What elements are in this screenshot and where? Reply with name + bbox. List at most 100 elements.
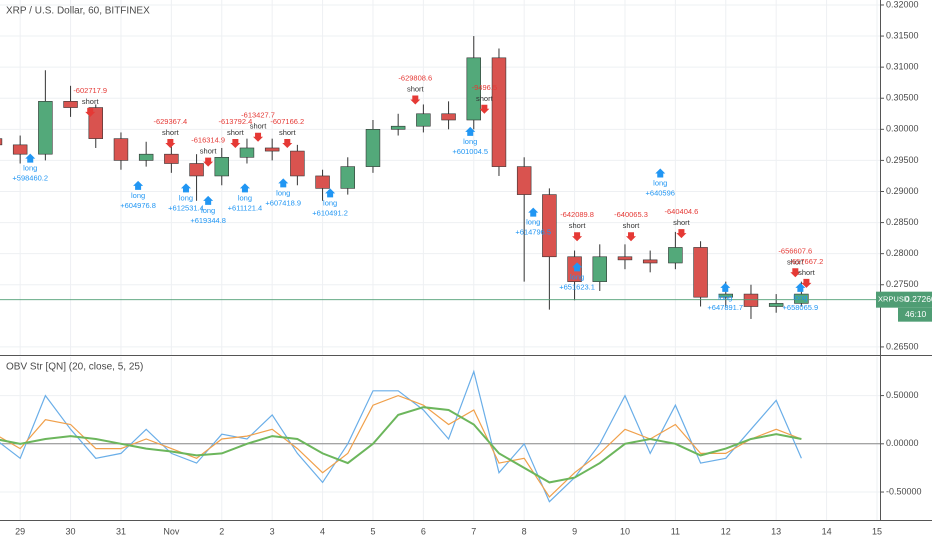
y-tick-label: 0.00000 xyxy=(886,438,919,448)
signal-value: -640065.3 xyxy=(614,210,648,219)
x-tick-label: 15 xyxy=(872,526,882,536)
signal-arrow xyxy=(626,232,637,242)
y-tick-label: 0.29000 xyxy=(886,186,919,196)
x-tick-label: 2 xyxy=(219,526,224,536)
signal-side: short xyxy=(227,128,245,137)
x-tick-label: 30 xyxy=(66,526,76,536)
y-tick-label: 0.30000 xyxy=(886,124,919,134)
candle-body xyxy=(88,107,103,139)
signal-side: short xyxy=(623,221,641,230)
signal-side: short xyxy=(162,128,180,137)
candle-body xyxy=(315,175,330,189)
signal-value: -629808.6 xyxy=(398,73,432,82)
signal-arrow xyxy=(528,207,539,217)
signal-value: +647891.7 xyxy=(707,303,743,312)
candle-body xyxy=(340,166,355,189)
signal-arrow xyxy=(165,138,176,148)
signal-arrow xyxy=(479,104,490,114)
signal-side: short xyxy=(82,97,100,106)
countdown: 46:10 xyxy=(905,309,927,319)
x-tick-label: 31 xyxy=(116,526,126,536)
signal-value: -613427.7 xyxy=(241,111,275,120)
signal-arrow xyxy=(282,138,293,148)
candle-body xyxy=(768,303,784,307)
signal-value: -9496.5 xyxy=(472,83,497,92)
signal-side: long xyxy=(238,193,252,202)
signal-value: +604976.8 xyxy=(120,201,156,210)
candle-body xyxy=(63,101,78,108)
signal-side: long xyxy=(201,206,215,215)
candle-body xyxy=(365,129,381,167)
candle-body xyxy=(592,256,608,282)
last-price-box xyxy=(876,291,932,308)
y-tick-label: 0.31500 xyxy=(886,30,919,40)
x-tick-label: 3 xyxy=(270,526,275,536)
last-price-label: 0.27260 xyxy=(905,294,932,304)
signal-arrow xyxy=(795,282,806,292)
candle-body xyxy=(390,125,406,130)
candle-body xyxy=(718,293,734,298)
signal-side: long xyxy=(463,137,477,146)
signal-side: long xyxy=(653,178,667,187)
signal-value: +612531.4 xyxy=(168,203,204,212)
candle-body xyxy=(113,138,129,161)
signal-side: short xyxy=(200,147,218,156)
y-tick-label: 0.32000 xyxy=(886,0,919,9)
candle-body xyxy=(189,163,204,177)
candle-body xyxy=(12,144,28,155)
signal-arrow xyxy=(572,262,583,272)
signal-side: short xyxy=(279,128,297,137)
x-tick-label: 11 xyxy=(671,526,680,536)
signal-value: +610491.2 xyxy=(312,208,348,217)
signal-value: +658065.9 xyxy=(783,303,819,312)
x-tick-label: 14 xyxy=(822,526,832,536)
y-tick-label: 0.30500 xyxy=(886,93,919,103)
candle-body xyxy=(794,293,809,304)
indicator-title: OBV Str [QN] (20, close, 5, 25) xyxy=(6,362,143,373)
signal-value: -602717.9 xyxy=(73,86,107,95)
y-tick-label: 0.27500 xyxy=(886,279,919,289)
signal-side: short xyxy=(787,257,805,266)
candle-body xyxy=(617,256,633,261)
signal-arrow xyxy=(801,278,812,288)
signal-value: +598460.2 xyxy=(12,174,48,183)
candle-body xyxy=(491,57,507,167)
signal-side: long xyxy=(179,193,193,202)
signal-side: long xyxy=(131,191,145,200)
candle-body xyxy=(239,147,255,158)
signal-value: +611121.4 xyxy=(228,203,263,212)
x-tick-label: 5 xyxy=(370,526,375,536)
candle-body xyxy=(516,166,532,195)
chart-title: XRP / U.S. Dollar, 60, BITFINEX xyxy=(6,6,150,17)
signal-arrow xyxy=(133,180,144,190)
x-tick-label: 29 xyxy=(15,526,25,536)
symbol-label: XRPUSD xyxy=(878,295,910,304)
signal-value: -616314.9 xyxy=(191,136,225,145)
candle-body xyxy=(441,113,456,121)
signal-value: -607166.2 xyxy=(270,117,304,126)
signal-value: -656607.6 xyxy=(778,246,812,255)
signal-side: long xyxy=(570,272,584,281)
signal-value: +619344.8 xyxy=(190,216,226,225)
candle-body xyxy=(0,138,3,146)
signal-side: long xyxy=(23,164,37,173)
x-tick-label: 7 xyxy=(471,526,476,536)
candle-body xyxy=(542,194,557,258)
candle-body xyxy=(668,247,683,264)
signal-arrow xyxy=(325,188,336,198)
signal-side: long xyxy=(718,293,732,302)
signal-arrow xyxy=(465,126,476,136)
signal-value: +601004.5 xyxy=(452,147,488,156)
x-tick-label: 6 xyxy=(421,526,426,536)
x-tick-label: 12 xyxy=(721,526,731,536)
signal-value: +651623.1 xyxy=(559,282,595,291)
candle-body xyxy=(743,293,759,307)
signal-side: long xyxy=(526,218,540,227)
y-tick-label: 0.29500 xyxy=(886,155,919,165)
signal-value: -642089.8 xyxy=(560,210,594,219)
signal-arrow xyxy=(180,183,191,193)
signal-side: short xyxy=(673,218,691,227)
indicator-line xyxy=(0,406,802,484)
